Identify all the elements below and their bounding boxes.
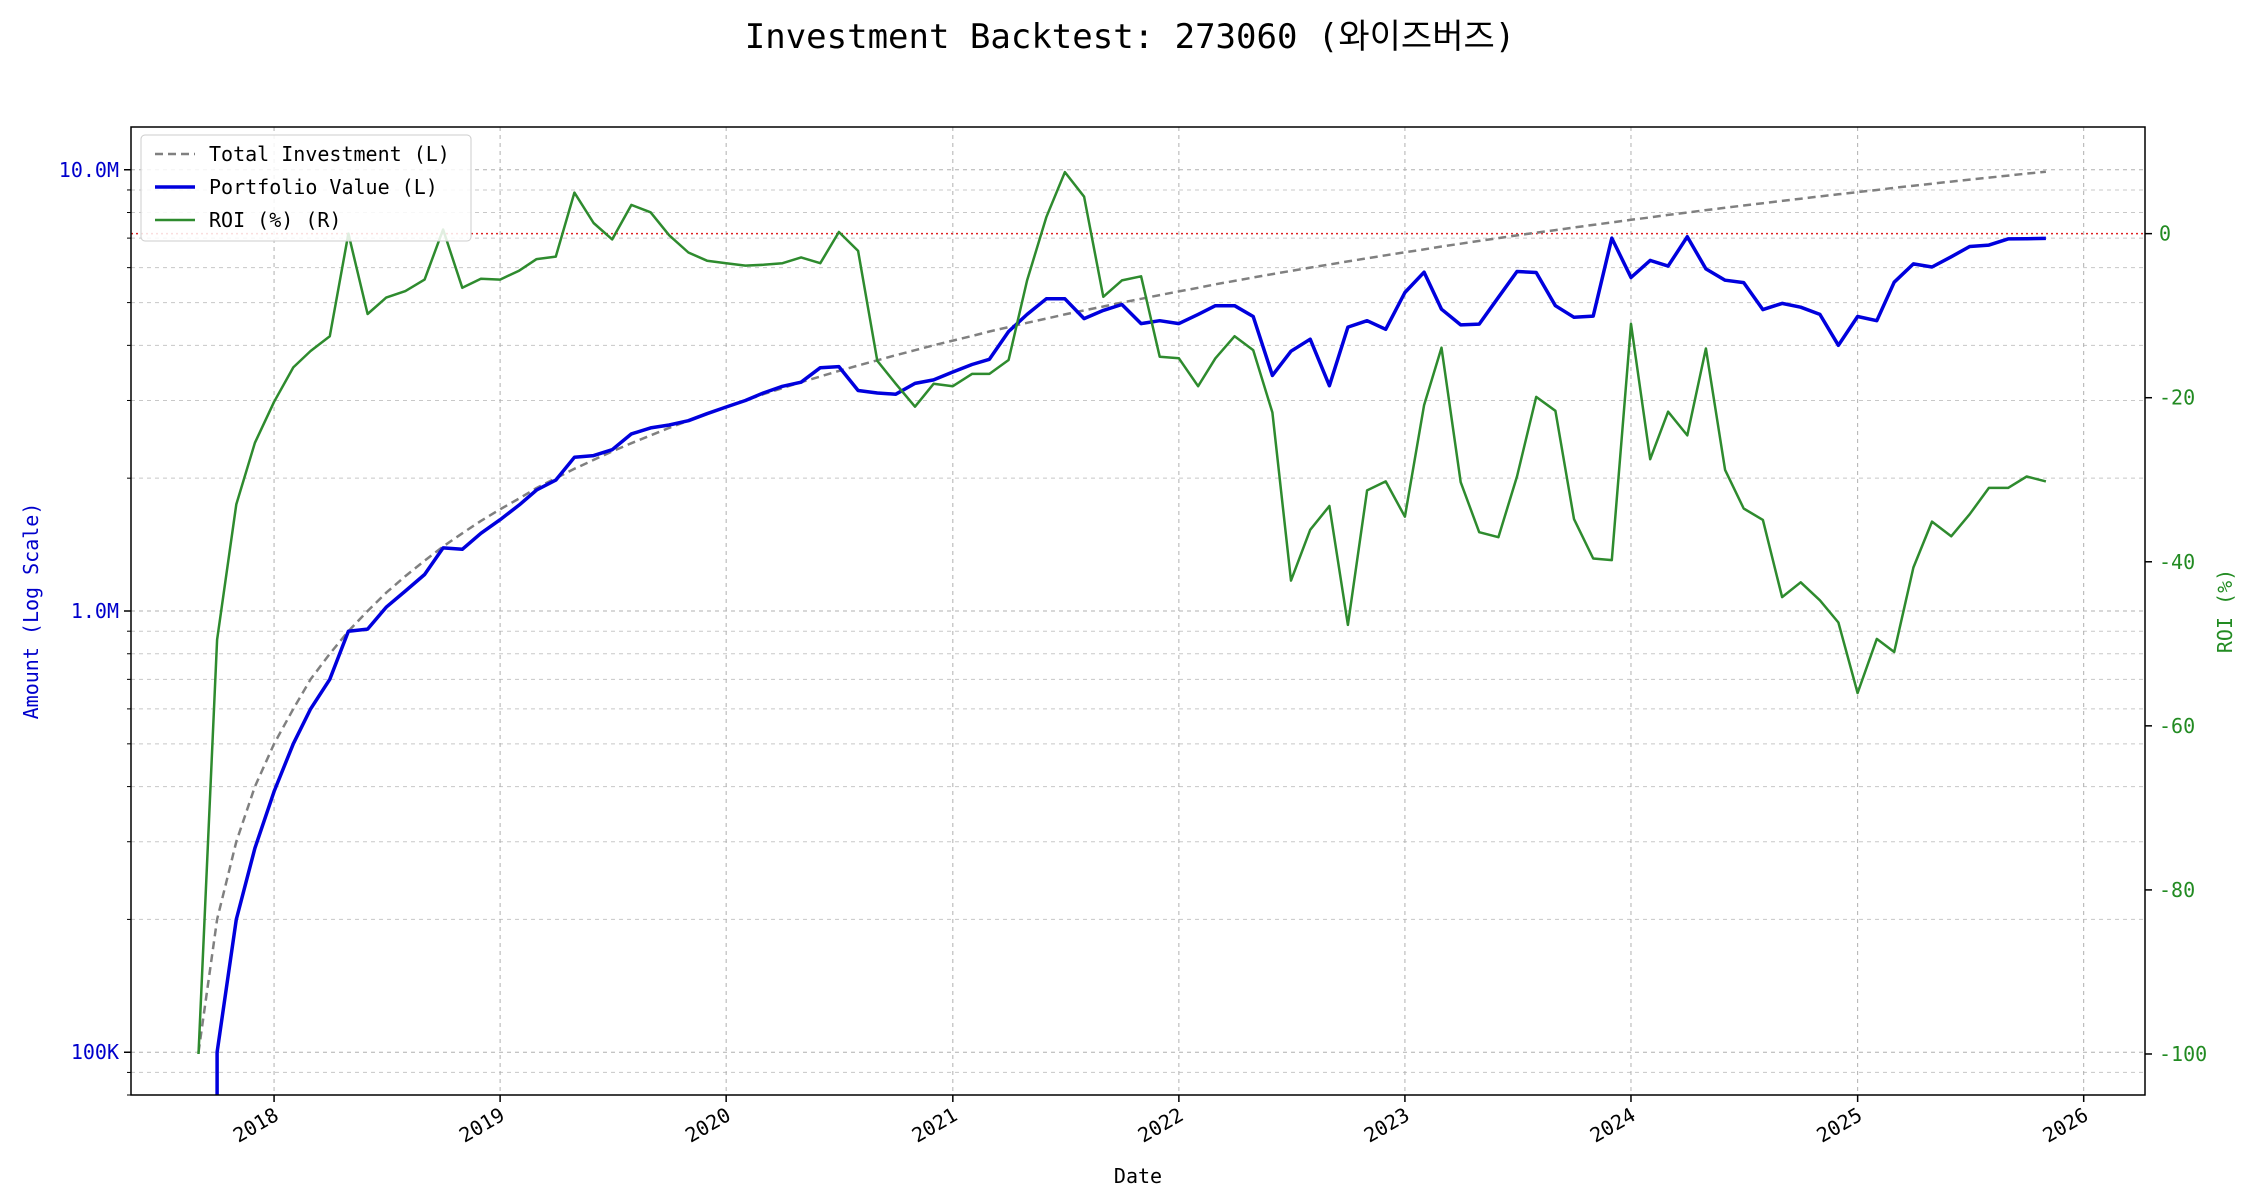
roi-line [197, 170, 2047, 1055]
x-tick-label: 2023 [1360, 1103, 1414, 1148]
y-right-tick-label: -40 [2159, 550, 2195, 574]
grid-layer [131, 127, 2145, 1096]
y-left-tick-label: 10.0M [59, 158, 119, 182]
legend-label-roi: ROI (%) (R) [209, 208, 341, 232]
y-left-tick-label: 1.0M [71, 599, 119, 623]
chart-title: Investment Backtest: 273060 (와이즈버즈) [745, 17, 1516, 57]
x-tick-label: 2020 [681, 1103, 735, 1148]
legend-label-total-investment: Total Investment (L) [209, 142, 450, 166]
x-tick-label: 2021 [908, 1103, 962, 1148]
series-layer [131, 170, 2145, 1095]
x-tick-label: 2018 [229, 1103, 283, 1148]
y-right-tick-label: -20 [2159, 386, 2195, 410]
legend-label-portfolio-value: Portfolio Value (L) [209, 175, 438, 199]
total-investment-line [197, 170, 2047, 1053]
legend: Total Investment (L) Portfolio Value (L)… [140, 134, 472, 242]
portfolio-value-line [215, 234, 2046, 1095]
y-right-tick-label: -60 [2159, 714, 2195, 738]
y-right-tick-label: -80 [2159, 878, 2195, 902]
x-tick-label: 2025 [1812, 1103, 1866, 1148]
x-tick-label: 2026 [2038, 1103, 2092, 1148]
legend-box [140, 134, 472, 242]
y-left-tick-label: 100K [71, 1040, 119, 1064]
y-right-tick-label: 0 [2159, 222, 2171, 246]
x-axis-label: Date [1114, 1164, 1162, 1188]
y-right-axis-label: ROI (%) [2213, 569, 2237, 653]
y-right-tick-label: -100 [2159, 1042, 2207, 1066]
y-left-axis-label: Amount (Log Scale) [19, 503, 43, 720]
x-tick-label: 2019 [455, 1103, 509, 1148]
x-tick-label: 2024 [1586, 1103, 1640, 1148]
x-tick-label: 2022 [1134, 1103, 1188, 1148]
plot-frame [130, 126, 2146, 1096]
